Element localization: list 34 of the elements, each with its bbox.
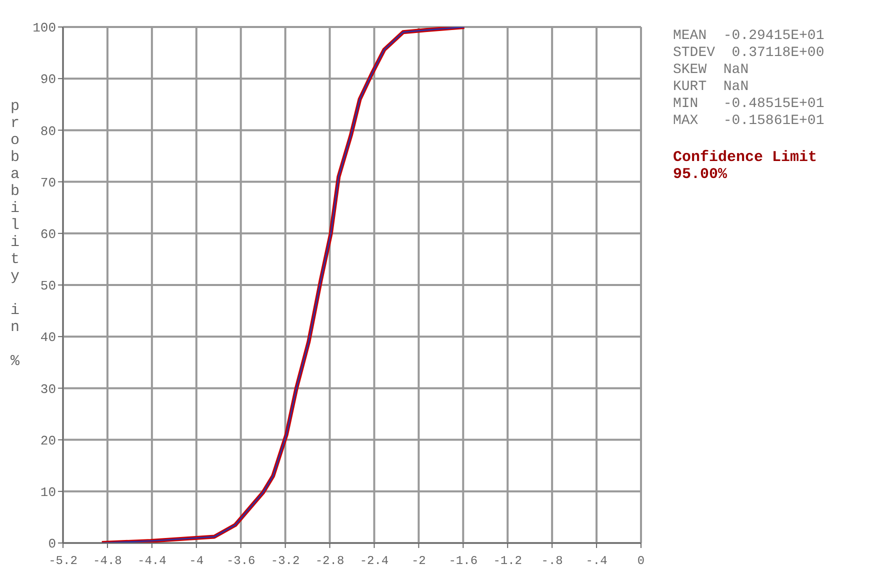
x-tick-label: -2.4 xyxy=(360,554,389,568)
x-tick-label: -.4 xyxy=(586,554,608,568)
x-tick-label: 0 xyxy=(637,554,645,568)
x-tick-label: -.8 xyxy=(541,554,563,568)
y-tick-label: 90 xyxy=(40,72,56,88)
y-tick-label: 0 xyxy=(48,536,56,552)
y-tick-label: 10 xyxy=(40,485,56,500)
x-tick-label: -5.2 xyxy=(48,554,78,568)
x-tick-label: -4.8 xyxy=(93,554,122,568)
y-tick-label: 60 xyxy=(40,227,56,242)
y-tick-label: 20 xyxy=(40,433,56,448)
x-tick-label: -3.2 xyxy=(270,554,300,568)
text: MAX -0.15861E+01 xyxy=(673,113,824,130)
text: MEAN -0.29415E+01 xyxy=(673,28,824,45)
y-tick-label: 70 xyxy=(40,175,56,190)
text: 95.00% xyxy=(673,166,728,183)
y-tick-label: 40 xyxy=(40,330,56,346)
x-tick-label: -4.4 xyxy=(138,554,166,568)
text: STDEV 0.37118E+00 xyxy=(673,45,824,62)
y-tick-label: 80 xyxy=(40,124,56,139)
y-tick-label: 30 xyxy=(40,382,56,397)
text: Confidence Limit xyxy=(673,149,818,166)
text: SKEW NaN xyxy=(673,62,750,79)
x-tick-label: -2 xyxy=(411,554,426,568)
x-tick-label: -4 xyxy=(189,554,204,568)
x-tick-label: -3.6 xyxy=(226,554,256,568)
x-tick-label: -2.8 xyxy=(315,554,344,568)
y-tick-label: 100 xyxy=(32,20,56,36)
text: probability in % xyxy=(10,98,20,370)
x-tick-label: -1.6 xyxy=(448,554,478,568)
text: MIN -0.48515E+01 xyxy=(673,96,824,113)
x-tick-label: -1.2 xyxy=(493,554,522,568)
text: KURT NaN xyxy=(673,79,750,96)
y-tick-label: 50 xyxy=(40,278,56,294)
